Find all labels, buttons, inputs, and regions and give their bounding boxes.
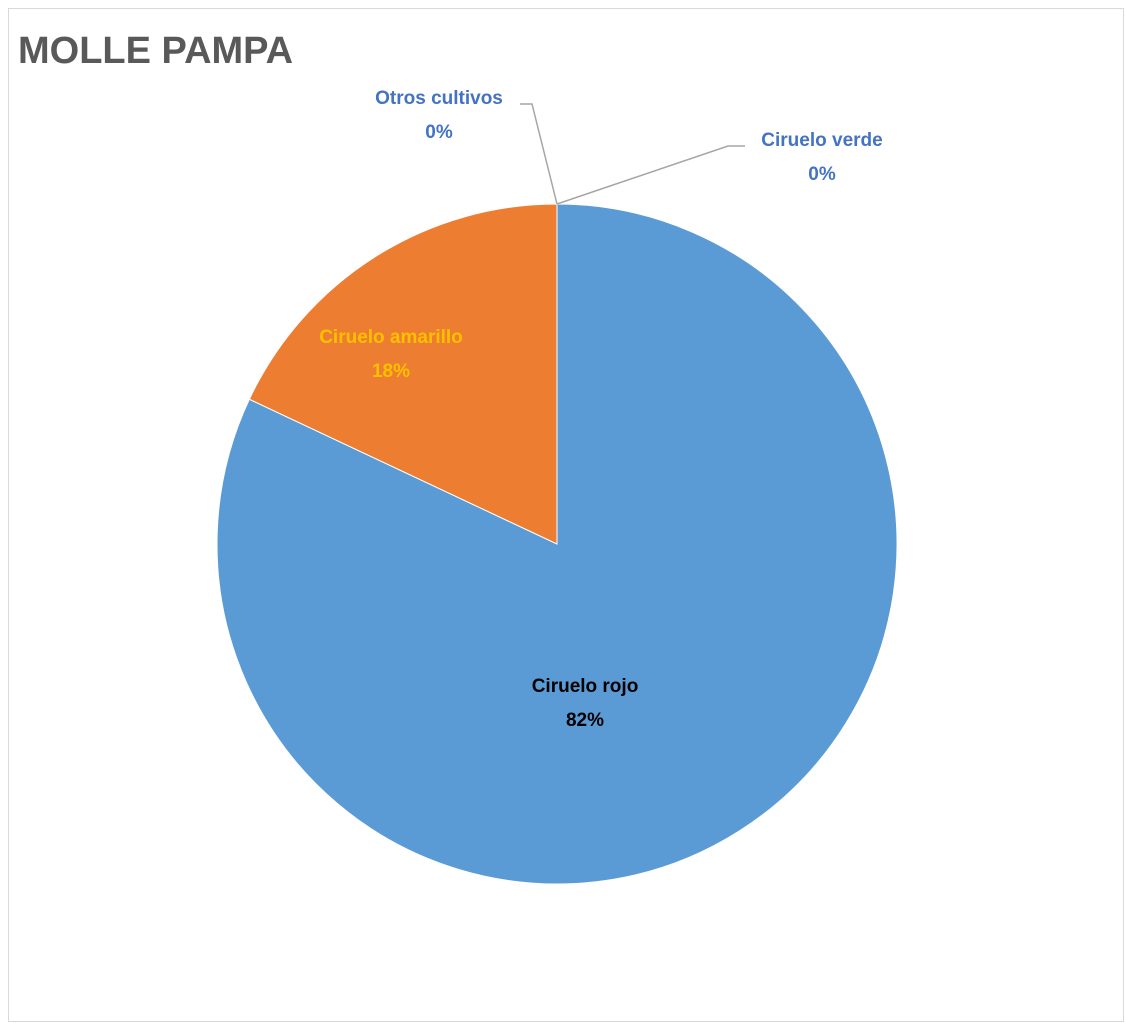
slice-percent-ciruelo-verde: 0% xyxy=(808,164,836,185)
pie-slices xyxy=(216,203,898,885)
slice-label-ciruelo-verde: Ciruelo verde xyxy=(761,130,882,151)
slice-percent-ciruelo-amarillo: 18% xyxy=(372,361,410,382)
pie-slice-ciruelo-amarillo xyxy=(248,203,558,545)
leader-line-otros-cultivos xyxy=(520,103,558,205)
slice-labels: Ciruelo rojo 82% Ciruelo verde 0% Otros cult… xyxy=(319,88,883,731)
leader-lines xyxy=(520,103,745,205)
slice-percent-ciruelo-rojo: 82% xyxy=(566,710,604,731)
slice-label-ciruelo-amarillo: Ciruelo amarillo xyxy=(319,327,463,348)
slice-percent-otros-cultivos: 0% xyxy=(425,122,453,143)
slice-label-ciruelo-rojo: Ciruelo rojo xyxy=(532,676,639,697)
slice-label-otros-cultivos: Otros cultivos xyxy=(375,88,503,109)
chart-title: MOLLE PAMPA xyxy=(18,30,294,72)
leader-line-ciruelo-verde xyxy=(556,145,745,205)
